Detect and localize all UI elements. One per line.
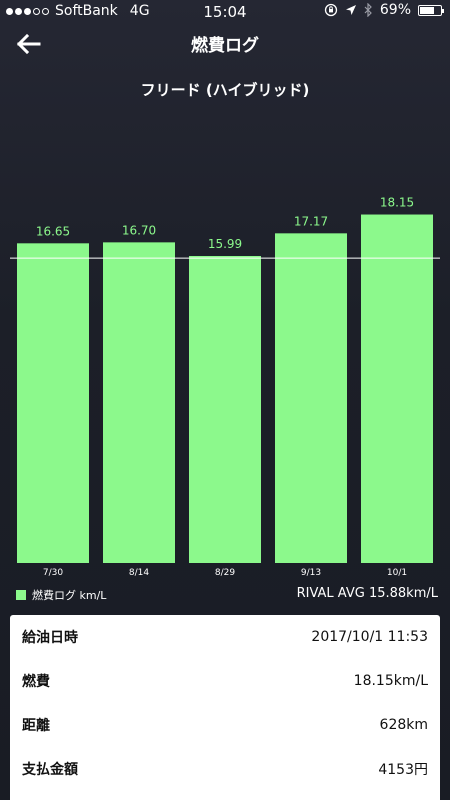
detail-label: 支払金額 xyxy=(22,762,78,778)
signal-dot xyxy=(15,7,22,15)
status-left: SoftBank 4G xyxy=(6,3,150,19)
fuel-economy-chart: 16.65 7/30 16.70 8/14 15.99 8/29 17.17 9/13 18.1… xyxy=(10,196,440,578)
detail-value: 2017/10/1 11:53 xyxy=(311,629,428,645)
page-title: 燃費ログ xyxy=(191,36,259,56)
chart-bar xyxy=(17,243,89,563)
rotation-lock-icon xyxy=(324,3,338,17)
detail-label: 給油日時 xyxy=(22,630,78,646)
location-icon xyxy=(345,5,356,15)
signal-dot xyxy=(33,7,40,15)
status-bar: SoftBank 4G 15:04 69% xyxy=(0,0,450,24)
detail-row-datetime: 給油日時 2017/10/1 11:53 xyxy=(10,615,440,659)
detail-row-payment: 支払金額 4153円 xyxy=(10,747,440,791)
network-type: 4G xyxy=(129,3,150,19)
chart-title: フリード (ハイブリッド) xyxy=(140,81,310,99)
carrier-name: SoftBank xyxy=(55,3,118,19)
legend-swatch xyxy=(16,590,26,600)
chart-legend: 燃費ログ km/L xyxy=(16,587,106,603)
detail-label: 燃費 xyxy=(22,674,50,690)
x-tick-label: 8/14 xyxy=(129,568,149,578)
refuel-details-card: 給油日時 2017/10/1 11:53 燃費 18.15km/L 距離 628… xyxy=(10,615,440,800)
rival-average: RIVAL AVG 15.88km/L xyxy=(296,586,438,601)
x-tick-label: 8/29 xyxy=(215,568,235,578)
signal-dot xyxy=(42,7,49,15)
status-time: 15:04 xyxy=(203,3,247,21)
signal-icon xyxy=(6,7,49,15)
detail-value: 628km xyxy=(379,717,428,733)
battery-percent: 69% xyxy=(379,2,411,18)
detail-label: 距離 xyxy=(22,718,50,734)
bar-value-label: 16.70 xyxy=(122,223,156,237)
signal-dot xyxy=(6,7,13,15)
x-tick-label: 7/30 xyxy=(43,568,63,578)
battery-fill xyxy=(420,6,434,14)
chart-bar xyxy=(189,255,261,563)
status-right: 69% xyxy=(324,2,444,18)
chart-bar xyxy=(103,242,175,564)
back-button[interactable] xyxy=(10,26,46,62)
x-tick-label: 9/13 xyxy=(301,568,321,578)
detail-row-distance: 距離 628km xyxy=(10,703,440,747)
chart-bar xyxy=(361,214,433,563)
signal-dot xyxy=(24,7,31,15)
arrow-left-icon xyxy=(16,33,41,55)
detail-value: 18.15km/L xyxy=(353,673,428,689)
x-tick-label: 10/1 xyxy=(387,568,407,578)
battery-icon xyxy=(418,4,444,16)
bar-value-label: 15.99 xyxy=(208,237,242,251)
legend-label: 燃費ログ km/L xyxy=(32,589,107,602)
nav-bar: 燃費ログ xyxy=(0,24,450,64)
detail-row-fuel-economy: 燃費 18.15km/L xyxy=(10,659,440,703)
chart-bar xyxy=(275,233,347,563)
bar-value-label: 16.65 xyxy=(36,224,70,238)
detail-value: 4153円 xyxy=(378,762,428,778)
bar-value-label: 18.15 xyxy=(380,196,414,210)
bluetooth-icon xyxy=(364,3,372,17)
bar-value-label: 17.17 xyxy=(294,214,328,228)
